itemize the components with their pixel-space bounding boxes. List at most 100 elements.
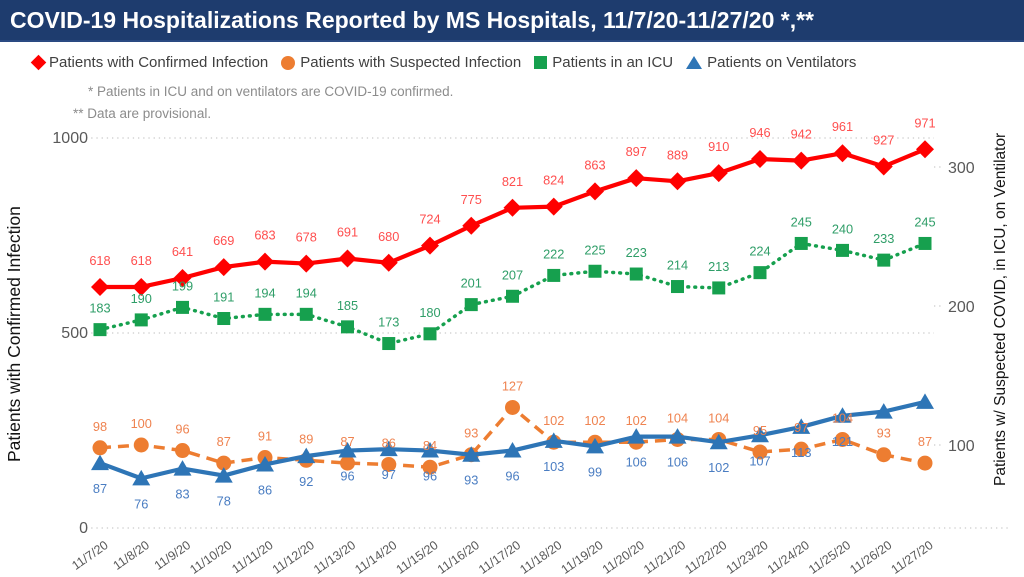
svg-text:86: 86 <box>382 435 396 450</box>
svg-text:11/24/20: 11/24/20 <box>765 538 812 577</box>
svg-text:11/21/20: 11/21/20 <box>641 538 688 577</box>
svg-text:927: 927 <box>873 132 894 147</box>
svg-text:97: 97 <box>794 420 808 435</box>
svg-text:691: 691 <box>337 225 358 240</box>
labels-patients-with-suspected-infection: 98 100 96 87 91 89 87 86 84 93 127 102 102 102 104 104 9… <box>93 378 932 453</box>
svg-text:190: 190 <box>131 291 152 306</box>
svg-text:194: 194 <box>254 285 275 300</box>
svg-text:87: 87 <box>93 481 107 496</box>
legend-label: Patients on Ventilators <box>707 54 857 71</box>
svg-text:78: 78 <box>217 494 231 509</box>
svg-text:11/8/20: 11/8/20 <box>111 538 152 573</box>
svg-text:669: 669 <box>213 233 234 248</box>
svg-text:300: 300 <box>948 160 975 177</box>
svg-text:222: 222 <box>543 246 564 261</box>
svg-text:889: 889 <box>667 147 688 162</box>
svg-text:104: 104 <box>667 410 688 425</box>
svg-text:92: 92 <box>299 474 313 489</box>
svg-text:971: 971 <box>914 115 935 130</box>
svg-text:946: 946 <box>749 125 770 140</box>
svg-text:214: 214 <box>667 258 688 273</box>
svg-text:863: 863 <box>584 157 605 172</box>
chart-legend: Patients with Confirmed Infection Patien… <box>30 54 856 71</box>
svg-text:910: 910 <box>708 139 729 154</box>
svg-text:199: 199 <box>172 278 193 293</box>
svg-text:11/25/20: 11/25/20 <box>806 538 853 577</box>
svg-text:183: 183 <box>89 301 110 316</box>
svg-text:11/22/20: 11/22/20 <box>682 538 729 577</box>
legend-item-confirmed-infection: Patients with Confirmed Infection <box>30 54 269 71</box>
svg-text:775: 775 <box>461 192 482 207</box>
labels-patients-on-ventilators: 87 76 83 78 86 92 96 97 96 93 96 103 99 106 106 102 107 1… <box>93 434 853 512</box>
legend-label: Patients with Suspected Infection <box>300 54 522 71</box>
svg-text:104: 104 <box>708 410 729 425</box>
svg-text:11/20/20: 11/20/20 <box>600 538 647 577</box>
svg-text:213: 213 <box>708 259 729 274</box>
gridlines: 0 500 1000 100 200 300 <box>52 130 1008 537</box>
svg-text:87: 87 <box>217 434 231 449</box>
svg-text:961: 961 <box>832 119 853 134</box>
svg-text:100: 100 <box>131 416 152 431</box>
svg-text:102: 102 <box>626 413 647 428</box>
svg-text:11/13/20: 11/13/20 <box>311 538 358 577</box>
svg-text:618: 618 <box>89 253 110 268</box>
legend-label: Patients in an ICU <box>552 54 674 71</box>
svg-text:185: 185 <box>337 298 358 313</box>
svg-text:99: 99 <box>588 464 602 479</box>
svg-text:100: 100 <box>948 438 975 455</box>
svg-text:107: 107 <box>749 453 770 468</box>
svg-text:11/11/20: 11/11/20 <box>229 538 275 576</box>
series-patients-on-ventilators <box>91 393 934 486</box>
svg-text:127: 127 <box>502 378 523 393</box>
svg-text:245: 245 <box>791 214 812 229</box>
svg-text:11/26/20: 11/26/20 <box>847 538 894 577</box>
svg-text:11/27/20: 11/27/20 <box>889 538 936 577</box>
circle-icon <box>281 55 296 70</box>
labels-patients-with-confirmed-infection: 618 618 641 669 683 678 691 680 724 775 821 824 863 8… <box>89 115 935 268</box>
legend-item-suspected-infection: Patients with Suspected Infection <box>281 54 521 71</box>
svg-text:191: 191 <box>213 290 234 305</box>
series-patients-with-confirmed-infection <box>91 140 934 296</box>
legend-item-ventilators: Patients on Ventilators <box>686 54 856 71</box>
svg-text:103: 103 <box>543 459 564 474</box>
svg-text:225: 225 <box>584 242 605 257</box>
svg-text:98: 98 <box>93 419 107 434</box>
svg-text:233: 233 <box>873 231 894 246</box>
svg-text:83: 83 <box>175 487 189 502</box>
svg-text:96: 96 <box>340 469 354 484</box>
svg-text:11/16/20: 11/16/20 <box>435 538 482 577</box>
svg-text:11/23/20: 11/23/20 <box>724 538 771 577</box>
svg-text:102: 102 <box>708 460 729 475</box>
svg-text:93: 93 <box>464 426 478 441</box>
svg-text:93: 93 <box>464 473 478 488</box>
legend-item-icu: Patients in an ICU <box>534 54 673 71</box>
svg-text:11/17/20: 11/17/20 <box>476 538 523 577</box>
svg-text:97: 97 <box>382 467 396 482</box>
svg-text:678: 678 <box>296 230 317 245</box>
page-title: COVID-19 Hospitalizations Reported by MS… <box>0 0 1024 42</box>
svg-text:11/10/20: 11/10/20 <box>187 538 234 577</box>
svg-text:724: 724 <box>419 212 440 227</box>
svg-text:11/12/20: 11/12/20 <box>270 538 317 577</box>
svg-text:224: 224 <box>749 244 770 259</box>
svg-text:93: 93 <box>877 426 891 441</box>
svg-text:942: 942 <box>791 127 812 142</box>
svg-text:11/9/20: 11/9/20 <box>152 538 193 573</box>
svg-text:500: 500 <box>61 325 88 342</box>
svg-text:180: 180 <box>419 305 440 320</box>
triangle-icon <box>686 56 703 69</box>
legend-label: Patients with Confirmed Infection <box>49 54 269 71</box>
svg-text:96: 96 <box>175 422 189 437</box>
svg-text:84: 84 <box>423 438 437 453</box>
svg-text:95: 95 <box>753 423 767 438</box>
svg-text:113: 113 <box>791 445 811 460</box>
svg-text:0: 0 <box>79 520 88 537</box>
svg-text:89: 89 <box>299 431 313 446</box>
footnote-icu-ventilator: * Patients in ICU and on ventilators are… <box>88 84 454 99</box>
svg-text:11/19/20: 11/19/20 <box>559 538 606 577</box>
svg-text:1000: 1000 <box>52 130 88 147</box>
svg-text:106: 106 <box>626 455 647 470</box>
svg-text:173: 173 <box>378 315 399 330</box>
